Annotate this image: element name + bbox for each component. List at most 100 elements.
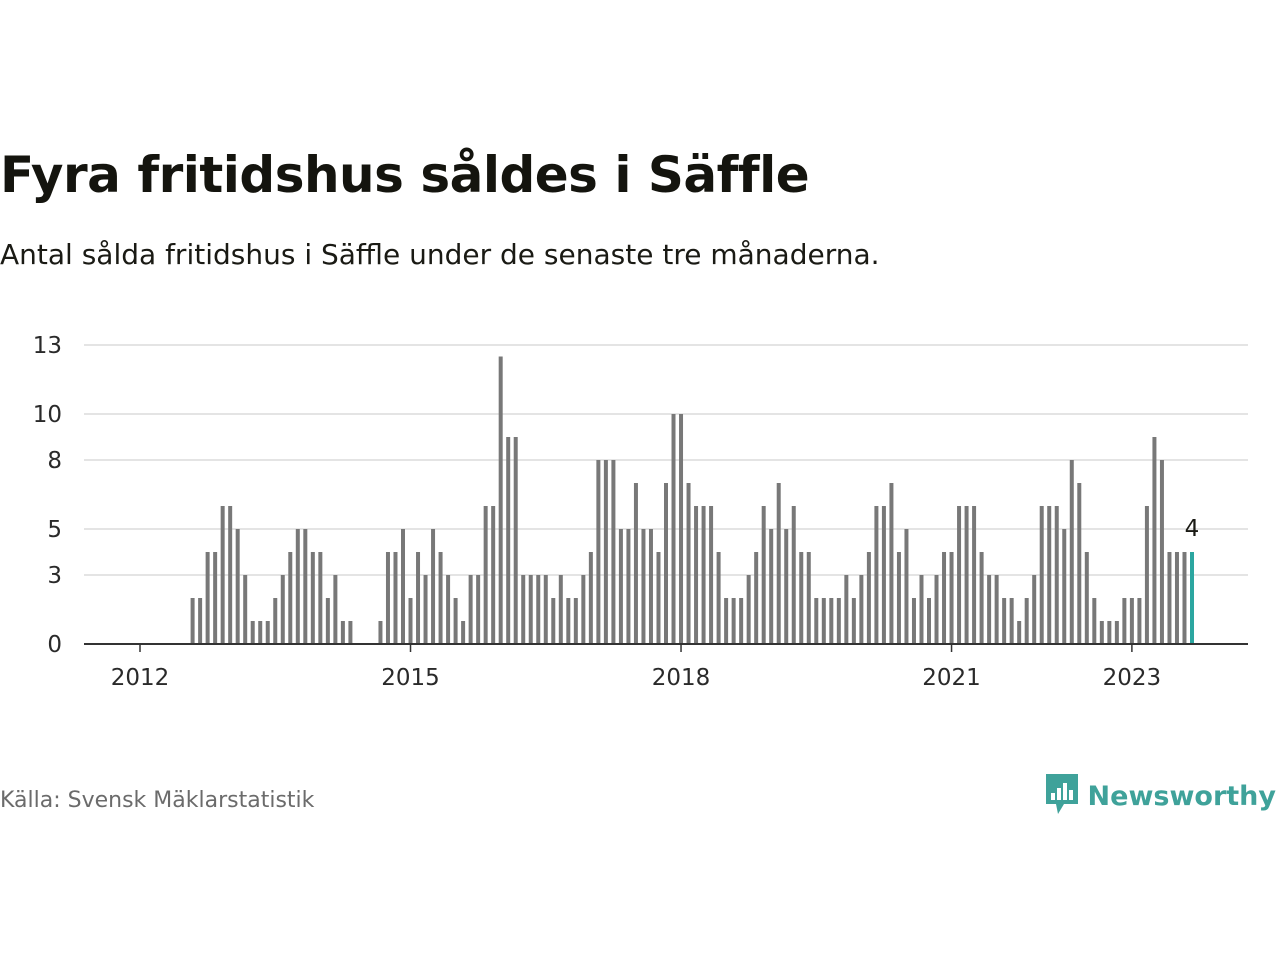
bar bbox=[791, 506, 796, 644]
bar bbox=[1122, 598, 1127, 644]
bar bbox=[1032, 575, 1037, 644]
y-tick-label: 13 bbox=[33, 333, 62, 359]
bar bbox=[1077, 483, 1082, 644]
bar bbox=[942, 552, 947, 644]
bar bbox=[679, 414, 684, 644]
bar bbox=[821, 598, 826, 644]
bar bbox=[1084, 552, 1089, 644]
bar bbox=[889, 483, 894, 644]
bar bbox=[431, 529, 436, 644]
bar-highlight bbox=[1190, 552, 1194, 644]
bar bbox=[273, 598, 278, 644]
last-value-label: 4 bbox=[1185, 516, 1200, 542]
bar bbox=[498, 356, 503, 644]
bar bbox=[994, 575, 999, 644]
bar bbox=[1062, 529, 1067, 644]
bar-chart: 0 3 5 8 10 13 2012 2015 2018 2021 2023 4 bbox=[33, 333, 1248, 691]
bar bbox=[438, 552, 443, 644]
bar bbox=[1009, 598, 1014, 644]
bar bbox=[483, 506, 488, 644]
bar bbox=[919, 575, 924, 644]
bar bbox=[633, 483, 638, 644]
bar bbox=[1137, 598, 1142, 644]
bar bbox=[844, 575, 849, 644]
x-tick-label: 2018 bbox=[652, 665, 711, 691]
bar bbox=[198, 598, 203, 644]
bar bbox=[543, 575, 548, 644]
bar bbox=[228, 506, 233, 644]
source-note: Källa: Svensk Mäklarstatistik bbox=[0, 788, 315, 813]
bar bbox=[979, 552, 984, 644]
bar bbox=[731, 598, 736, 644]
bar bbox=[385, 552, 390, 644]
bar bbox=[288, 552, 293, 644]
bar bbox=[1129, 598, 1134, 644]
bar bbox=[528, 575, 533, 644]
bar bbox=[1152, 437, 1157, 644]
bar bbox=[716, 552, 721, 644]
bar bbox=[536, 575, 541, 644]
bar bbox=[656, 552, 661, 644]
bar bbox=[521, 575, 526, 644]
bar bbox=[618, 529, 623, 644]
bar bbox=[1182, 552, 1187, 644]
bar bbox=[340, 621, 345, 644]
bar bbox=[739, 598, 744, 644]
bar bbox=[250, 621, 255, 644]
bar bbox=[573, 598, 578, 644]
bar bbox=[461, 621, 466, 644]
bar bbox=[799, 552, 804, 644]
bar bbox=[1024, 598, 1029, 644]
brand-logo[interactable]: Newsworthy bbox=[1044, 772, 1276, 820]
bar bbox=[1092, 598, 1097, 644]
bar bbox=[243, 575, 248, 644]
bar bbox=[784, 529, 789, 644]
x-tick-label: 2012 bbox=[111, 665, 170, 691]
bar bbox=[213, 552, 218, 644]
bar bbox=[280, 575, 285, 644]
page-title: Fyra fritidshus såldes i Säffle bbox=[0, 146, 810, 204]
bar bbox=[972, 506, 977, 644]
bar bbox=[701, 506, 706, 644]
bar bbox=[814, 598, 819, 644]
bar bbox=[333, 575, 338, 644]
x-tick-label: 2023 bbox=[1103, 665, 1162, 691]
bar bbox=[1099, 621, 1104, 644]
bar bbox=[265, 621, 270, 644]
bar bbox=[626, 529, 631, 644]
bar bbox=[318, 552, 323, 644]
page-subtitle: Antal sålda fritidshus i Säffle under de… bbox=[0, 238, 880, 271]
y-tick-label: 0 bbox=[47, 632, 62, 658]
bar bbox=[829, 598, 834, 644]
bar bbox=[1107, 621, 1112, 644]
bar bbox=[401, 529, 405, 644]
bar bbox=[709, 506, 714, 644]
bar bbox=[671, 414, 676, 644]
bar bbox=[641, 529, 646, 644]
bar bbox=[325, 598, 330, 644]
bar bbox=[648, 529, 653, 644]
bar bbox=[295, 529, 300, 644]
bar bbox=[1017, 621, 1022, 644]
bar bbox=[1047, 506, 1052, 644]
bar bbox=[934, 575, 939, 644]
bar bbox=[513, 437, 518, 644]
bar bbox=[851, 598, 856, 644]
bar bbox=[911, 598, 916, 644]
bar bbox=[769, 529, 774, 644]
bar bbox=[446, 575, 451, 644]
bar bbox=[581, 575, 586, 644]
bar bbox=[393, 552, 398, 644]
bar bbox=[611, 460, 616, 644]
newsworthy-logo-icon bbox=[1044, 772, 1080, 820]
bar bbox=[596, 460, 601, 644]
bar bbox=[776, 483, 781, 644]
bar bbox=[476, 575, 481, 644]
bar bbox=[866, 552, 871, 644]
y-tick-label: 5 bbox=[47, 517, 62, 543]
bar bbox=[1144, 506, 1149, 644]
bar bbox=[506, 437, 511, 644]
y-tick-label: 8 bbox=[47, 448, 62, 474]
bar bbox=[859, 575, 864, 644]
bar bbox=[836, 598, 841, 644]
